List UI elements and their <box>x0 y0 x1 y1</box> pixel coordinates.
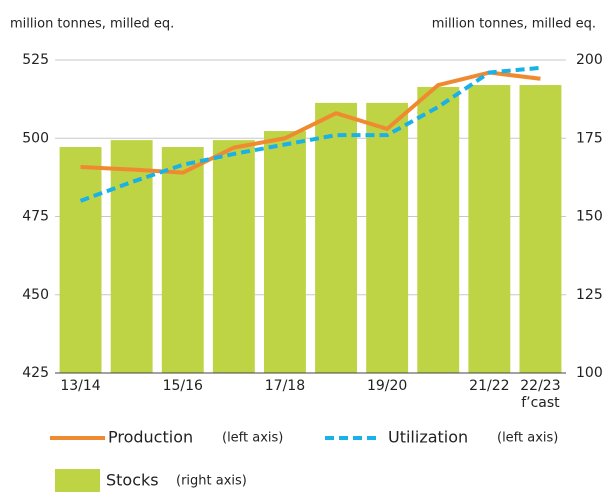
bar <box>468 85 511 373</box>
legend-note: (left axis) <box>222 431 283 446</box>
legend-swatch <box>55 469 100 492</box>
legend-label: Production <box>108 428 193 447</box>
y2-axis-label: million tonnes, milled eq. <box>432 17 596 32</box>
bar <box>161 147 204 373</box>
y2-tick-label: 150 <box>576 209 603 225</box>
legend-label: Utilization <box>388 428 468 447</box>
y-axis-label: million tonnes, milled eq. <box>10 17 174 32</box>
x-tick-label: 19/20 <box>367 378 407 394</box>
x-tick-label: 17/18 <box>265 378 305 394</box>
bar <box>315 102 358 374</box>
legend-note: (left axis) <box>497 431 558 446</box>
legend-label: Stocks <box>106 471 159 490</box>
legend-note: (right axis) <box>176 474 247 489</box>
x-tick-label: 15/16 <box>163 378 203 394</box>
bar <box>519 85 562 373</box>
y-tick-label: 500 <box>22 130 49 146</box>
bar <box>417 86 460 373</box>
bar <box>110 140 153 373</box>
y2-tick-label: 100 <box>576 365 603 381</box>
y2-tick-label: 125 <box>576 287 603 303</box>
y-tick-label: 475 <box>22 209 49 225</box>
bar <box>263 131 306 373</box>
annotation: f’cast <box>521 395 560 411</box>
y2-tick-label: 175 <box>576 130 603 146</box>
series-line <box>80 70 541 175</box>
y-tick-label: 450 <box>22 287 49 303</box>
y2-tick-label: 200 <box>576 52 603 68</box>
bar <box>366 102 409 374</box>
y-tick-label: 425 <box>22 365 49 381</box>
y-tick-label: 525 <box>22 52 49 68</box>
bar <box>212 140 255 373</box>
x-tick-label: 21/22 <box>469 378 509 394</box>
x-tick-label: 22/23 <box>520 378 560 394</box>
bar <box>59 147 102 373</box>
series-line <box>79 65 541 203</box>
x-tick-label: 13/14 <box>60 378 100 394</box>
